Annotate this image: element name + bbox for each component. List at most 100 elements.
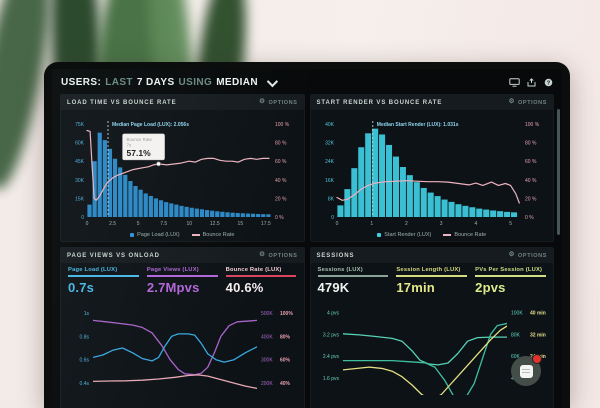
svg-text:40K: 40K xyxy=(325,122,335,128)
metric-page-views: Page Views (LUX) 2.7Mpvs xyxy=(146,267,218,295)
svg-text:Bounce Rate: Bounce Rate xyxy=(127,137,153,142)
gear-icon: ⚙ xyxy=(508,98,516,106)
legend-item[interactable]: Start Render (LUX) xyxy=(377,232,431,238)
gear-icon: ⚙ xyxy=(259,251,266,259)
chart-legend: Start Render (LUX) Bounce Rate xyxy=(311,230,554,240)
metric-value: 479K xyxy=(317,279,350,295)
metric-cards: Page Load (LUX) 0.7s Page Views (LUX) 2.… xyxy=(61,263,304,297)
svg-text:8K: 8K xyxy=(328,196,335,202)
svg-text:0 %: 0 % xyxy=(275,215,284,221)
svg-text:32 min: 32 min xyxy=(530,332,546,338)
svg-text:300K: 300K xyxy=(261,357,273,363)
svg-text:40%: 40% xyxy=(280,381,291,387)
svg-text:60%: 60% xyxy=(280,357,291,363)
options-button[interactable]: ⚙ OPTIONS xyxy=(508,251,547,259)
svg-text:15K: 15K xyxy=(75,196,85,202)
svg-text:30K: 30K xyxy=(75,178,85,184)
share-icon[interactable] xyxy=(527,78,537,87)
options-button[interactable]: ⚙ OPTIONS xyxy=(259,251,298,259)
options-button[interactable]: ⚙ OPTIONS xyxy=(259,98,298,106)
legend-item[interactable]: Bounce Rate xyxy=(443,232,486,238)
svg-text:40 %: 40 % xyxy=(525,178,537,184)
svg-text:17.5: 17.5 xyxy=(261,221,271,227)
svg-text:3: 3 xyxy=(440,221,443,227)
svg-text:?: ? xyxy=(547,81,551,87)
svg-text:500K: 500K xyxy=(261,310,273,316)
help-icon[interactable]: ? xyxy=(544,78,553,87)
svg-text:80 %: 80 % xyxy=(525,141,537,147)
pageviews-onload-chart: 1s 0.8s 0.6s 0.4s 500K 400K 300K 200K 100% 80% 60%… xyxy=(80,310,294,389)
chat-icon xyxy=(519,364,533,378)
users-label: USERS: xyxy=(61,77,102,88)
svg-text:2.5: 2.5 xyxy=(109,221,116,227)
chart-legend: Page Load (LUX) Bounce Rate xyxy=(61,230,304,240)
notification-badge xyxy=(532,354,542,364)
svg-text:400K: 400K xyxy=(261,334,273,340)
metric-value: 40.6% xyxy=(225,279,264,295)
metric-cards: Sessions (LUX) 479K Session Length (LUX)… xyxy=(311,263,554,297)
start-render-chart: 40K 32K 24K 16K 8K 0 100 % 80 % 60 % 40 % 20 % 0 % 0… xyxy=(325,121,540,227)
display-icon[interactable] xyxy=(509,78,520,87)
panel-title: PAGE VIEWS VS ONLOAD xyxy=(67,252,160,259)
svg-text:16K: 16K xyxy=(325,178,335,184)
svg-text:60 %: 60 % xyxy=(275,159,287,165)
chat-widget-button[interactable] xyxy=(511,354,542,386)
svg-text:4: 4 xyxy=(474,221,477,227)
svg-text:100 %: 100 % xyxy=(525,122,540,128)
svg-text:75K: 75K xyxy=(75,122,85,128)
svg-text:Median Start Render (LUX): 1.0: Median Start Render (LUX): 1.031s xyxy=(377,122,459,128)
svg-text:1: 1 xyxy=(370,221,373,227)
options-button[interactable]: ⚙ OPTIONS xyxy=(508,98,547,106)
svg-text:100 %: 100 % xyxy=(275,122,290,128)
svg-text:80K: 80K xyxy=(511,332,521,338)
svg-text:20 %: 20 % xyxy=(275,196,287,202)
svg-text:200K: 200K xyxy=(261,381,273,387)
svg-text:32K: 32K xyxy=(325,141,335,147)
svg-text:0: 0 xyxy=(335,221,338,227)
metric-sessions: Sessions (LUX) 479K xyxy=(317,267,389,295)
svg-text:12.5: 12.5 xyxy=(210,221,220,227)
svg-text:100K: 100K xyxy=(511,310,523,316)
panel-title: SESSIONS xyxy=(316,252,355,259)
metric-bounce-rate: Bounce Rate (LUX) 40.6% xyxy=(225,267,297,295)
metric-value: 2pvs xyxy=(475,279,506,295)
scrollbar-thumb[interactable] xyxy=(557,109,560,235)
metric-page-load: Page Load (LUX) 0.7s xyxy=(68,267,139,295)
svg-text:45K: 45K xyxy=(75,159,85,165)
metric-value: 17min xyxy=(396,279,435,295)
svg-text:20 %: 20 % xyxy=(525,196,537,202)
svg-text:1.6 pvs: 1.6 pvs xyxy=(323,376,340,382)
svg-text:2.4 pvs: 2.4 pvs xyxy=(323,354,340,360)
panel-start-render: START RENDER VS BOUNCE RATE ⚙ OPTIONS 40K… xyxy=(309,94,554,242)
svg-text:0: 0 xyxy=(81,215,84,221)
svg-text:7.5: 7.5 xyxy=(160,221,167,227)
panel-pageviews-onload: PAGE VIEWS VS ONLOAD ⚙ OPTIONS Page Load … xyxy=(60,247,305,408)
svg-text:40 %: 40 % xyxy=(275,178,287,184)
svg-text:5: 5 xyxy=(509,221,512,227)
timeframe-word: LAST xyxy=(105,77,133,88)
svg-text:57.1%: 57.1% xyxy=(127,148,152,158)
dashboard-screen: USERS: LAST 7 DAYS USING MEDIAN ? xyxy=(52,69,562,408)
svg-text:0.6s: 0.6s xyxy=(80,357,90,363)
svg-text:10: 10 xyxy=(187,221,193,227)
svg-text:4 pvs: 4 pvs xyxy=(327,310,339,316)
metric-value: 2.7Mpvs xyxy=(146,279,200,295)
svg-text:100%: 100% xyxy=(280,310,293,316)
chevron-down-icon[interactable] xyxy=(266,75,279,87)
svg-text:0: 0 xyxy=(86,221,89,227)
legend-item[interactable]: Bounce Rate xyxy=(191,232,234,238)
panel-title: LOAD TIME VS BOUNCE RATE xyxy=(67,99,177,106)
svg-text:7s: 7s xyxy=(127,142,132,147)
legend-item[interactable]: Page Load (LUX) xyxy=(130,232,180,238)
svg-text:0.8s: 0.8s xyxy=(80,334,90,340)
dashboard-header: USERS: LAST 7 DAYS USING MEDIAN ? xyxy=(52,69,562,93)
svg-text:0.4s: 0.4s xyxy=(80,381,90,387)
laptop-bezel: USERS: LAST 7 DAYS USING MEDIAN ? xyxy=(44,62,570,408)
svg-text:60K: 60K xyxy=(511,354,521,360)
panel-grid: LOAD TIME VS BOUNCE RATE ⚙ OPTIONS 75K 60K… xyxy=(60,94,554,408)
aggregation-value: MEDIAN xyxy=(216,77,259,88)
aggregation-word: USING xyxy=(178,77,213,88)
svg-text:60K: 60K xyxy=(75,141,85,147)
svg-text:80%: 80% xyxy=(280,334,291,340)
